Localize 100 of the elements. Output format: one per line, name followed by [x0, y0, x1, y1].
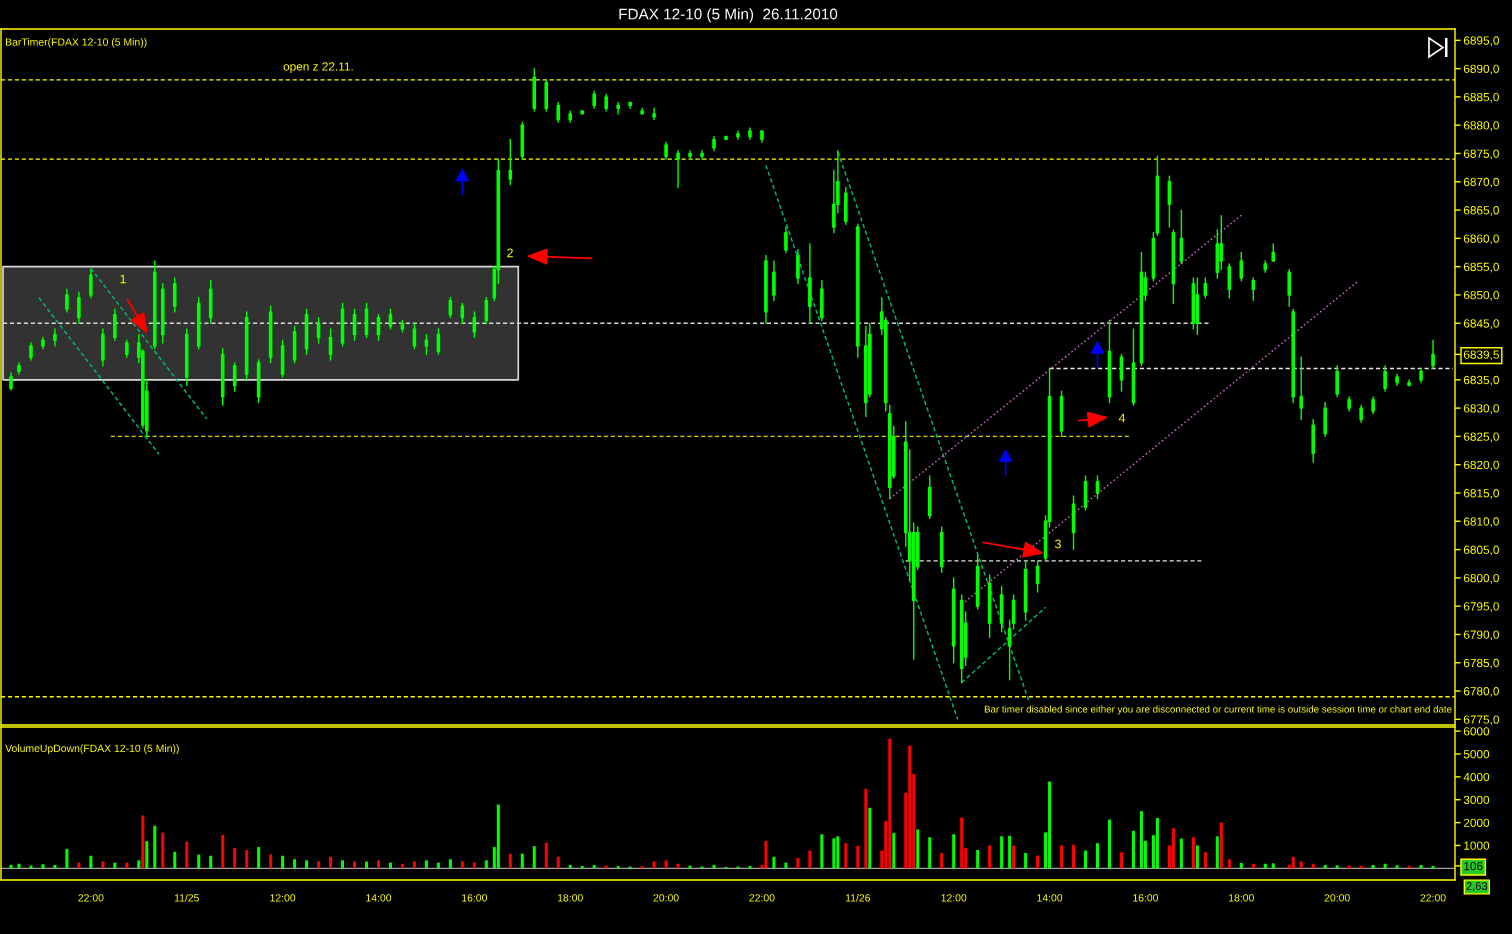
- bar: [1008, 835, 1012, 869]
- candlestick: [172, 277, 177, 313]
- bar: [1335, 865, 1339, 869]
- bar: [185, 841, 189, 869]
- bar: [1195, 845, 1199, 869]
- bar: [1000, 836, 1004, 869]
- candlestick: [17, 362, 21, 375]
- bar: [820, 834, 824, 869]
- candlestick: [640, 107, 644, 115]
- bar: [888, 738, 892, 869]
- bar: [1095, 843, 1099, 869]
- candlestick: [1287, 268, 1292, 307]
- bar: [1119, 852, 1123, 869]
- x-tick-label: 20:00: [1324, 894, 1350, 902]
- bar: [329, 856, 333, 869]
- text: VolumeUpDown(FDAX 12-10 (5 Min)): [5, 744, 179, 755]
- bar: [908, 745, 912, 869]
- candlestick: [652, 107, 656, 121]
- y-tick-label: 6830,0: [1463, 404, 1499, 414]
- bar: [233, 847, 237, 869]
- candlestick: [152, 260, 157, 350]
- candlestick: [77, 291, 81, 324]
- candlestick: [29, 342, 33, 361]
- ref-line-label: open z 22.11.: [283, 62, 353, 73]
- bar: [952, 834, 956, 869]
- bar: [221, 834, 225, 869]
- y-tick-label: 106: [1464, 861, 1483, 871]
- candlestick: [724, 135, 728, 141]
- x-tick-label: 12:00: [270, 894, 296, 902]
- y-tick-label: 6890,0: [1463, 64, 1499, 75]
- bar: [556, 856, 560, 869]
- y-tick-label: 6839,5: [1463, 350, 1499, 361]
- bar: [141, 815, 145, 869]
- candlestick: [160, 282, 165, 344]
- bar: [245, 850, 249, 869]
- bar: [424, 860, 428, 869]
- candlestick: [712, 135, 716, 152]
- candlestick: [184, 328, 189, 387]
- bar: [484, 860, 488, 869]
- candlestick: [939, 526, 944, 573]
- bar: [376, 860, 380, 869]
- candlestick: [113, 308, 117, 341]
- y-tick-label: 6000: [1463, 727, 1490, 736]
- y-tick-label: 4000: [1463, 772, 1490, 782]
- y-tick-label: 3000: [1463, 795, 1490, 805]
- x-tick-label: 16:00: [462, 894, 487, 902]
- bar: [976, 850, 980, 869]
- candlestick: [1251, 277, 1256, 302]
- candlestick: [1359, 404, 1363, 423]
- candlestick: [1291, 308, 1296, 404]
- candlestick: [568, 110, 573, 124]
- bar: [916, 829, 920, 869]
- bar: [1179, 838, 1183, 869]
- candlestick: [53, 328, 57, 347]
- bar: [856, 845, 860, 869]
- bar: [1239, 862, 1243, 869]
- candlestick: [1311, 418, 1315, 463]
- bar: [764, 840, 768, 869]
- bar: [1291, 856, 1295, 869]
- candlestick: [1335, 364, 1339, 398]
- bar: [868, 807, 872, 869]
- candlestick: [664, 141, 668, 160]
- candlestick: [772, 260, 776, 302]
- candlestick: [544, 79, 549, 112]
- x-tick-label: 22:00: [749, 894, 775, 902]
- candlestick: [736, 130, 740, 141]
- candlestick: [89, 268, 93, 299]
- candlestick: [1239, 251, 1244, 282]
- x-tick-label: 14:00: [366, 894, 392, 902]
- bar: [1371, 864, 1375, 869]
- y-tick-label: 6885,0: [1463, 92, 1499, 103]
- candlestick: [1347, 396, 1351, 412]
- annotation: Bar timer disabled since either you are disconnected or current time is outside session time or chart end date: [984, 705, 1452, 715]
- bar: [257, 847, 261, 869]
- candlestick: [808, 243, 812, 324]
- candlestick: [1323, 401, 1327, 438]
- bar: [520, 853, 524, 869]
- x-tick-label: 18:00: [1229, 894, 1254, 902]
- y-tick-label: 6835,0: [1463, 375, 1499, 386]
- bar: [293, 859, 297, 869]
- bar: [1072, 844, 1076, 869]
- y-tick-label: 6825,0: [1463, 432, 1499, 443]
- y-tick-label: 6800,0: [1463, 573, 1499, 584]
- bar: [1219, 822, 1223, 869]
- y-tick-label: 6820,0: [1463, 460, 1499, 471]
- x-tick-label: 20:00: [653, 894, 679, 902]
- annotation: 2: [507, 248, 513, 258]
- bar: [836, 836, 840, 869]
- bar: [460, 861, 464, 869]
- candlestick: [748, 127, 752, 141]
- y-tick-label: 6775,0: [1463, 715, 1499, 726]
- y-tick-label: 6845,0: [1463, 319, 1499, 330]
- y-tick-label: 2000: [1463, 818, 1490, 827]
- bar: [1227, 859, 1231, 869]
- bar: [1012, 845, 1016, 869]
- bar: [161, 832, 165, 869]
- y-tick-label: 6880,0: [1463, 121, 1499, 131]
- y-tick-label: 6860,0: [1463, 234, 1499, 245]
- x-tick-label: 22:00: [1420, 894, 1446, 902]
- y-tick-label: 6790,0: [1463, 630, 1499, 641]
